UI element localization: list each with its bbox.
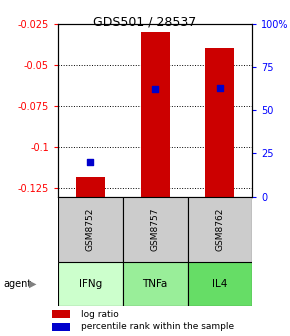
Text: GSM8762: GSM8762 <box>215 208 224 251</box>
Text: agent: agent <box>3 279 31 289</box>
Bar <box>76 177 105 197</box>
Text: GDS501 / 28537: GDS501 / 28537 <box>93 15 197 28</box>
Text: IFNg: IFNg <box>79 279 102 289</box>
Point <box>218 85 222 90</box>
Text: percentile rank within the sample: percentile rank within the sample <box>81 322 234 331</box>
Text: ▶: ▶ <box>29 279 37 289</box>
Text: GSM8752: GSM8752 <box>86 208 95 251</box>
Bar <box>58 262 123 306</box>
Bar <box>205 48 235 197</box>
Bar <box>52 323 70 331</box>
Text: GSM8757: GSM8757 <box>151 208 160 251</box>
Point <box>88 159 93 165</box>
Bar <box>52 310 70 318</box>
Text: IL4: IL4 <box>212 279 228 289</box>
Bar <box>188 262 252 306</box>
Point <box>153 87 157 92</box>
Bar <box>123 197 188 262</box>
Bar <box>58 197 123 262</box>
Bar <box>141 32 170 197</box>
Bar <box>188 197 252 262</box>
Text: log ratio: log ratio <box>81 309 119 319</box>
Text: TNFa: TNFa <box>142 279 168 289</box>
Bar <box>123 262 188 306</box>
